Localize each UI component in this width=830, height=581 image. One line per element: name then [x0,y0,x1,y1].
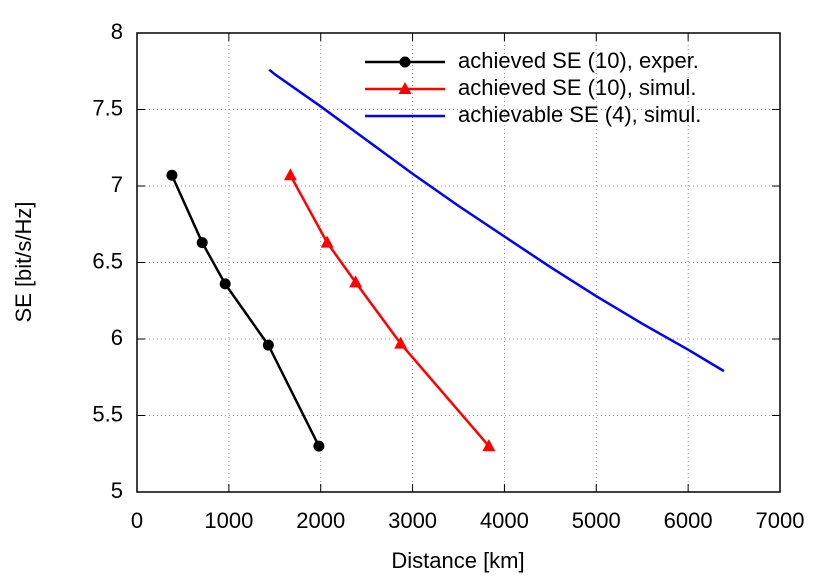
y-tick-label: 5.5 [92,401,123,426]
legend-label: achieved SE (10), simul. [458,75,696,100]
marker [320,235,334,248]
y-tick-label: 8 [111,19,123,44]
legend-label: achieved SE (10), exper. [458,48,699,73]
marker [196,237,208,249]
y-tick-label: 6 [111,325,123,350]
marker [394,336,408,349]
x-tick-label: 3000 [388,508,437,533]
x-tick-label: 5000 [572,508,621,533]
marker [349,275,363,288]
x-tick-label: 0 [131,508,143,533]
series-line [170,174,320,447]
x-axis-label: Distance [km] [391,548,524,573]
marker [166,169,178,181]
y-tick-label: 5 [111,478,123,503]
y-tick-label: 7 [111,172,123,197]
y-axis-label: SE [bit/s/Hz] [11,201,36,322]
marker [313,440,325,452]
marker [399,56,411,68]
marker [262,339,274,351]
x-tick-label: 1000 [204,508,253,533]
x-tick-label: 2000 [296,508,345,533]
series-line [289,174,490,447]
marker [482,439,496,452]
y-tick-label: 7.5 [92,95,123,120]
marker [398,82,412,94]
x-tick-label: 4000 [480,508,529,533]
x-tick-label: 6000 [664,508,713,533]
plot-frame [136,32,781,493]
y-tick-label: 6.5 [92,248,123,273]
legend-label: achievable SE (4), simul. [458,102,701,127]
x-tick-label: 7000 [756,508,805,533]
marker [219,278,231,290]
marker [283,168,297,181]
series-line [268,68,725,373]
